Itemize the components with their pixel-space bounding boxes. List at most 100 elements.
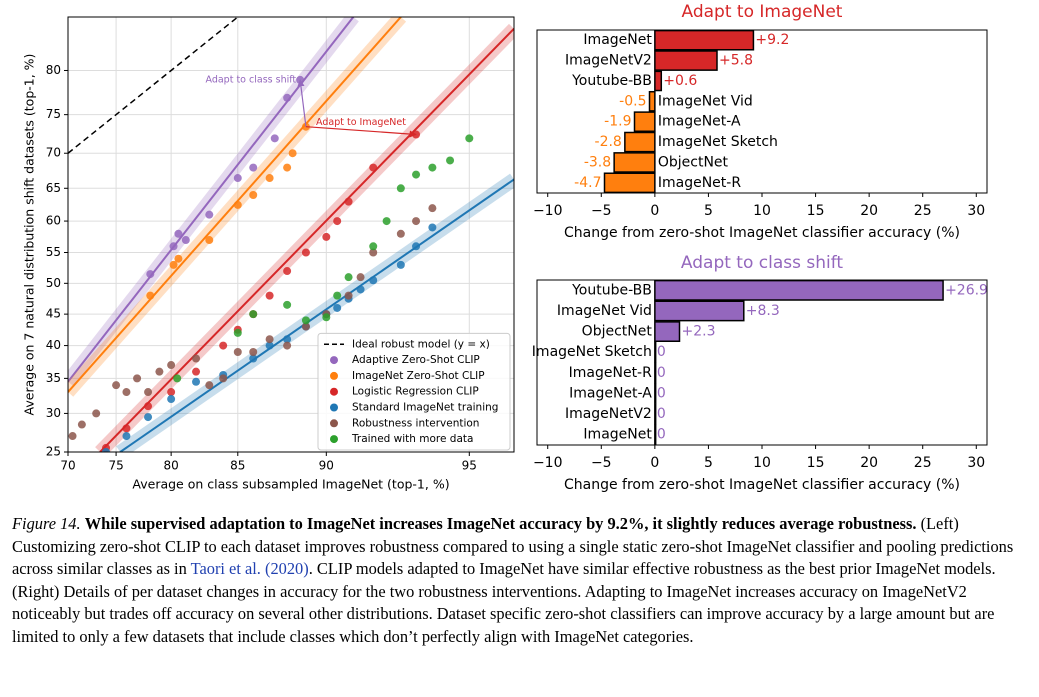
point (265, 291, 274, 300)
point (122, 388, 131, 397)
bar (654, 29, 755, 51)
annotation-arrow (297, 79, 307, 127)
x-tick-label: 30 (967, 455, 985, 471)
x-tick-label: 25 (914, 203, 932, 219)
value-label: -2.8 (595, 134, 622, 150)
value-label: -4.7 (574, 175, 601, 191)
point (369, 242, 378, 251)
category-label: ImageNet Vid (557, 303, 652, 319)
point (146, 291, 155, 300)
point (249, 354, 258, 363)
point (344, 273, 353, 282)
x-tick-label: 25 (914, 455, 932, 471)
point (446, 156, 455, 165)
x-tick-label: 95 (462, 459, 477, 473)
point (249, 348, 258, 357)
x-tick-label: 85 (230, 459, 245, 473)
value-label: -1.9 (604, 114, 631, 130)
y-tick-label: 40 (46, 338, 61, 352)
legend-label: Adaptive Zero-Shot CLIP (352, 354, 480, 366)
bar (648, 90, 656, 112)
citation[interactable]: Taori et al. (2020) (190, 559, 309, 579)
figure: 70 75 80 85 90 95253035404550556065707580Adap… (22, 2, 988, 493)
value-label: 0 (657, 427, 666, 443)
x-axis-label: Change from zero-shot ImageNet classifie… (564, 477, 960, 493)
x-tick-label: 5 (704, 203, 713, 219)
point (169, 242, 178, 251)
chart-title: Adapt to ImageNet (682, 2, 843, 22)
y-tick-label: 30 (46, 406, 61, 420)
point (396, 229, 405, 238)
caption-text: (Left) Customizing zero-shot CLIP to eac… (12, 514, 1014, 579)
x-tick-label: 20 (860, 455, 878, 471)
point (428, 223, 437, 232)
category-label: ImageNet-R (658, 175, 741, 191)
point (283, 93, 292, 102)
legend-swatch (330, 371, 338, 380)
legend-label: Ideal robust model (y = x) (352, 338, 490, 350)
point (301, 322, 310, 331)
x-tick-label: 0 (650, 203, 659, 219)
point (369, 248, 378, 257)
point (396, 184, 405, 193)
point (122, 424, 131, 433)
point (344, 197, 353, 206)
point (412, 242, 421, 251)
x-tick-label: −10 (533, 455, 563, 471)
point (233, 328, 242, 337)
point (144, 388, 153, 397)
chart-title: Adapt to class shift (681, 253, 844, 273)
value-label: +5.8 (719, 53, 753, 69)
point (270, 134, 279, 143)
point (219, 341, 228, 350)
point (412, 217, 421, 226)
point (155, 367, 164, 376)
x-axis-label: Change from zero-shot ImageNet classifie… (564, 225, 960, 241)
annotation: Adapt to class shift (206, 74, 297, 85)
value-label: -3.8 (584, 154, 611, 170)
x-tick-label: 75 (108, 459, 123, 473)
point (333, 303, 342, 312)
point (356, 285, 365, 294)
value-label: 0 (657, 365, 666, 381)
point (174, 254, 183, 263)
point (265, 341, 274, 350)
point (356, 273, 365, 282)
point (369, 276, 378, 285)
point (301, 316, 310, 325)
x-tick-label: 70 (60, 459, 75, 473)
legend-swatch (330, 435, 338, 444)
x-tick-label: 10 (753, 203, 771, 219)
bar (624, 131, 656, 153)
value-label: +2.3 (682, 324, 716, 340)
bar (654, 424, 657, 446)
point (77, 420, 86, 429)
legend-swatch (330, 356, 338, 365)
fit-line (99, 28, 514, 452)
point (167, 388, 176, 397)
y-tick-label: 35 (46, 371, 61, 385)
value-label: 0 (657, 385, 666, 401)
point (412, 170, 421, 179)
point (192, 367, 201, 376)
point (173, 374, 182, 383)
x-tick-label: 80 (163, 459, 178, 473)
point (333, 217, 342, 226)
point (428, 204, 437, 213)
bar (633, 111, 656, 133)
frame (67, 16, 515, 453)
legend-label: Standard ImageNet training (352, 402, 498, 414)
legend-box (317, 332, 511, 451)
bar (654, 70, 663, 92)
legend-label: Trained with more data (351, 433, 473, 445)
y-tick-label: 65 (46, 181, 61, 195)
category-label: ImageNet Vid (658, 93, 753, 109)
legend-swatch (330, 419, 338, 428)
annotation-arrow (305, 126, 417, 138)
bar (654, 341, 657, 363)
bar (613, 152, 656, 173)
bar (654, 50, 718, 71)
point (233, 200, 242, 209)
x-tick-label: −5 (591, 203, 612, 219)
x-axis-label: Average on class subsampled ImageNet (to… (132, 477, 449, 492)
